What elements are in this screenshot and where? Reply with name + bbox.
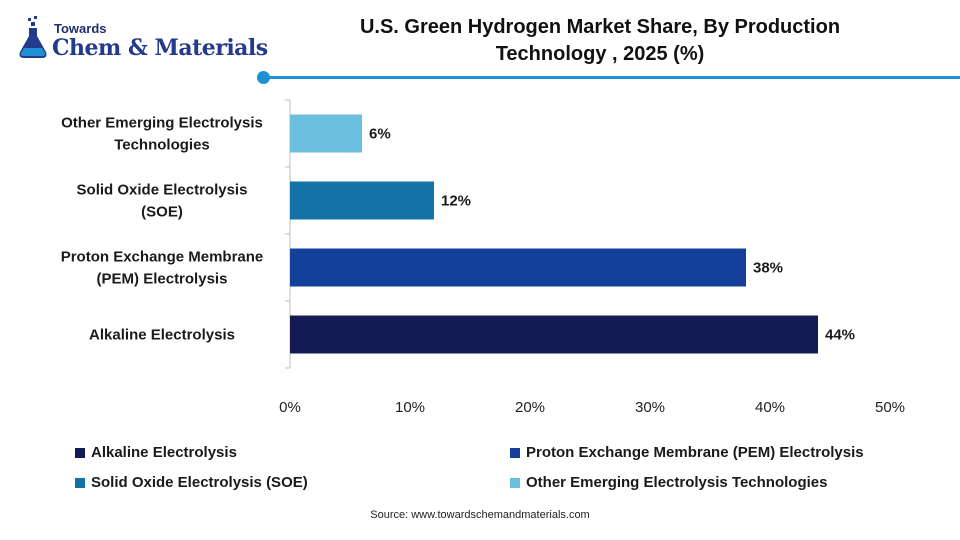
- chart-title: U.S. Green Hydrogen Market Share, By Pro…: [300, 14, 900, 68]
- bar: [290, 181, 434, 220]
- source-note: Source: www.towardschemandmaterials.com: [370, 509, 590, 521]
- bar: [290, 114, 362, 153]
- category-label: Alkaline Electrolysis: [89, 327, 235, 344]
- category-label: (PEM) Electrolysis: [97, 271, 228, 288]
- legend-item: Solid Oxide Electrolysis (SOE): [75, 474, 308, 491]
- brand-logo: Towards Chem & Materials: [14, 16, 268, 66]
- flask-icon: [19, 16, 47, 58]
- category-label: Other Emerging Electrolysis: [61, 115, 263, 132]
- legend-item: Other Emerging Electrolysis Technologies: [510, 474, 827, 491]
- legend-label: Solid Oxide Electrolysis (SOE): [91, 474, 308, 491]
- divider-dot: [257, 71, 270, 84]
- legend-item: Alkaline Electrolysis: [75, 444, 237, 461]
- legend-label: Proton Exchange Membrane (PEM) Electroly…: [526, 444, 864, 461]
- category-label: Technologies: [114, 137, 210, 154]
- x-tick-label: 10%: [395, 399, 425, 416]
- category-label: Proton Exchange Membrane: [61, 249, 264, 266]
- bar-chart: 6% Other Emerging Electrolysis Technologie…: [61, 99, 905, 416]
- divider-line: [264, 76, 960, 79]
- category-label: (SOE): [141, 204, 183, 221]
- legend-swatch: [75, 447, 85, 458]
- x-tick-label: 30%: [635, 399, 665, 416]
- legend-swatch: [510, 447, 520, 458]
- chart-title-line-2: Technology , 2025 (%): [495, 43, 705, 65]
- chart-legend: Alkaline Electrolysis Proton Exchange Mem…: [0, 440, 960, 500]
- bar-value-label: 44%: [825, 327, 855, 344]
- brand-small-text: Towards: [54, 21, 107, 36]
- x-tick-label: 40%: [755, 399, 785, 416]
- bar: [290, 248, 746, 287]
- x-tick-label: 20%: [515, 399, 545, 416]
- bar: [290, 315, 818, 354]
- bar-value-label: 12%: [441, 193, 471, 210]
- legend-swatch: [75, 477, 85, 488]
- category-label: Solid Oxide Electrolysis: [77, 182, 248, 199]
- legend-label: Other Emerging Electrolysis Technologies: [526, 474, 828, 491]
- bar-value-label: 6%: [369, 126, 391, 143]
- brand-name: Chem & Materials: [52, 35, 268, 61]
- chart-title-line-1: U.S. Green Hydrogen Market Share, By Pro…: [359, 16, 841, 38]
- bar-value-label: 38%: [753, 260, 783, 277]
- legend-item: Proton Exchange Membrane (PEM) Electroly…: [510, 444, 864, 461]
- x-tick-label: 50%: [875, 399, 905, 416]
- legend-label: Alkaline Electrolysis: [91, 444, 237, 461]
- legend-swatch: [510, 477, 520, 488]
- x-tick-label: 0%: [279, 399, 301, 416]
